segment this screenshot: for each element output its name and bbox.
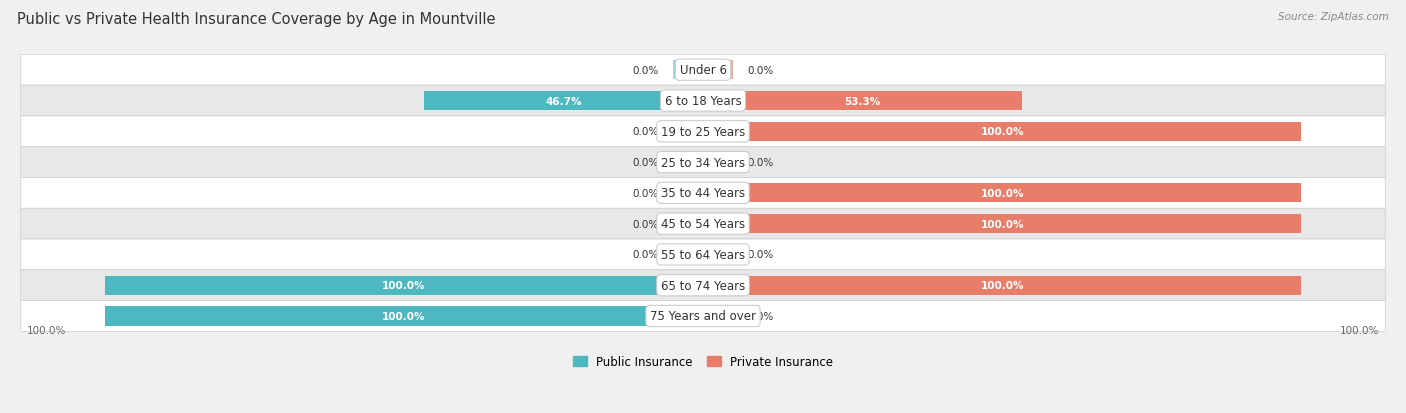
Text: 45 to 54 Years: 45 to 54 Years <box>661 218 745 230</box>
Bar <box>703 245 733 264</box>
Text: 100.0%: 100.0% <box>980 188 1024 198</box>
Text: 65 to 74 Years: 65 to 74 Years <box>661 279 745 292</box>
Bar <box>673 215 703 234</box>
Text: 75 Years and over: 75 Years and over <box>650 310 756 323</box>
Text: Public vs Private Health Insurance Coverage by Age in Mountville: Public vs Private Health Insurance Cover… <box>17 12 495 27</box>
Text: 100.0%: 100.0% <box>27 325 66 335</box>
FancyBboxPatch shape <box>21 147 1385 178</box>
Text: 0.0%: 0.0% <box>748 311 775 321</box>
Bar <box>703 307 733 326</box>
FancyBboxPatch shape <box>21 301 1385 332</box>
FancyBboxPatch shape <box>21 209 1385 240</box>
Text: 25 to 34 Years: 25 to 34 Years <box>661 156 745 169</box>
Text: 0.0%: 0.0% <box>631 66 658 76</box>
Bar <box>673 153 703 172</box>
Bar <box>673 245 703 264</box>
Text: Source: ZipAtlas.com: Source: ZipAtlas.com <box>1278 12 1389 22</box>
Text: 6 to 18 Years: 6 to 18 Years <box>665 95 741 108</box>
Text: 100.0%: 100.0% <box>382 311 426 321</box>
Text: 46.7%: 46.7% <box>546 96 582 106</box>
Text: 100.0%: 100.0% <box>382 280 426 290</box>
Bar <box>104 307 703 326</box>
FancyBboxPatch shape <box>21 240 1385 270</box>
Text: 0.0%: 0.0% <box>631 158 658 168</box>
Text: 0.0%: 0.0% <box>631 188 658 198</box>
Bar <box>703 61 733 80</box>
FancyBboxPatch shape <box>21 116 1385 147</box>
Text: 0.0%: 0.0% <box>748 250 775 260</box>
Bar <box>104 276 703 295</box>
Bar <box>673 61 703 80</box>
Text: 0.0%: 0.0% <box>631 250 658 260</box>
Text: 53.3%: 53.3% <box>845 96 880 106</box>
FancyBboxPatch shape <box>21 55 1385 86</box>
Text: 0.0%: 0.0% <box>631 127 658 137</box>
Text: 100.0%: 100.0% <box>980 280 1024 290</box>
Text: Under 6: Under 6 <box>679 64 727 77</box>
Bar <box>703 215 1302 234</box>
Text: 35 to 44 Years: 35 to 44 Years <box>661 187 745 200</box>
Text: 100.0%: 100.0% <box>980 219 1024 229</box>
Text: 19 to 25 Years: 19 to 25 Years <box>661 126 745 138</box>
Text: 100.0%: 100.0% <box>1340 325 1379 335</box>
Text: 0.0%: 0.0% <box>748 158 775 168</box>
Bar <box>673 122 703 142</box>
FancyBboxPatch shape <box>21 178 1385 209</box>
Bar <box>703 122 1302 142</box>
Legend: Public Insurance, Private Insurance: Public Insurance, Private Insurance <box>572 355 834 368</box>
FancyBboxPatch shape <box>21 270 1385 301</box>
Bar <box>703 92 1022 111</box>
Bar <box>673 184 703 203</box>
Bar <box>703 276 1302 295</box>
Text: 0.0%: 0.0% <box>631 219 658 229</box>
Text: 0.0%: 0.0% <box>748 66 775 76</box>
FancyBboxPatch shape <box>21 86 1385 116</box>
Text: 55 to 64 Years: 55 to 64 Years <box>661 248 745 261</box>
Bar <box>703 184 1302 203</box>
Text: 100.0%: 100.0% <box>980 127 1024 137</box>
Bar <box>703 153 733 172</box>
Bar <box>423 92 703 111</box>
